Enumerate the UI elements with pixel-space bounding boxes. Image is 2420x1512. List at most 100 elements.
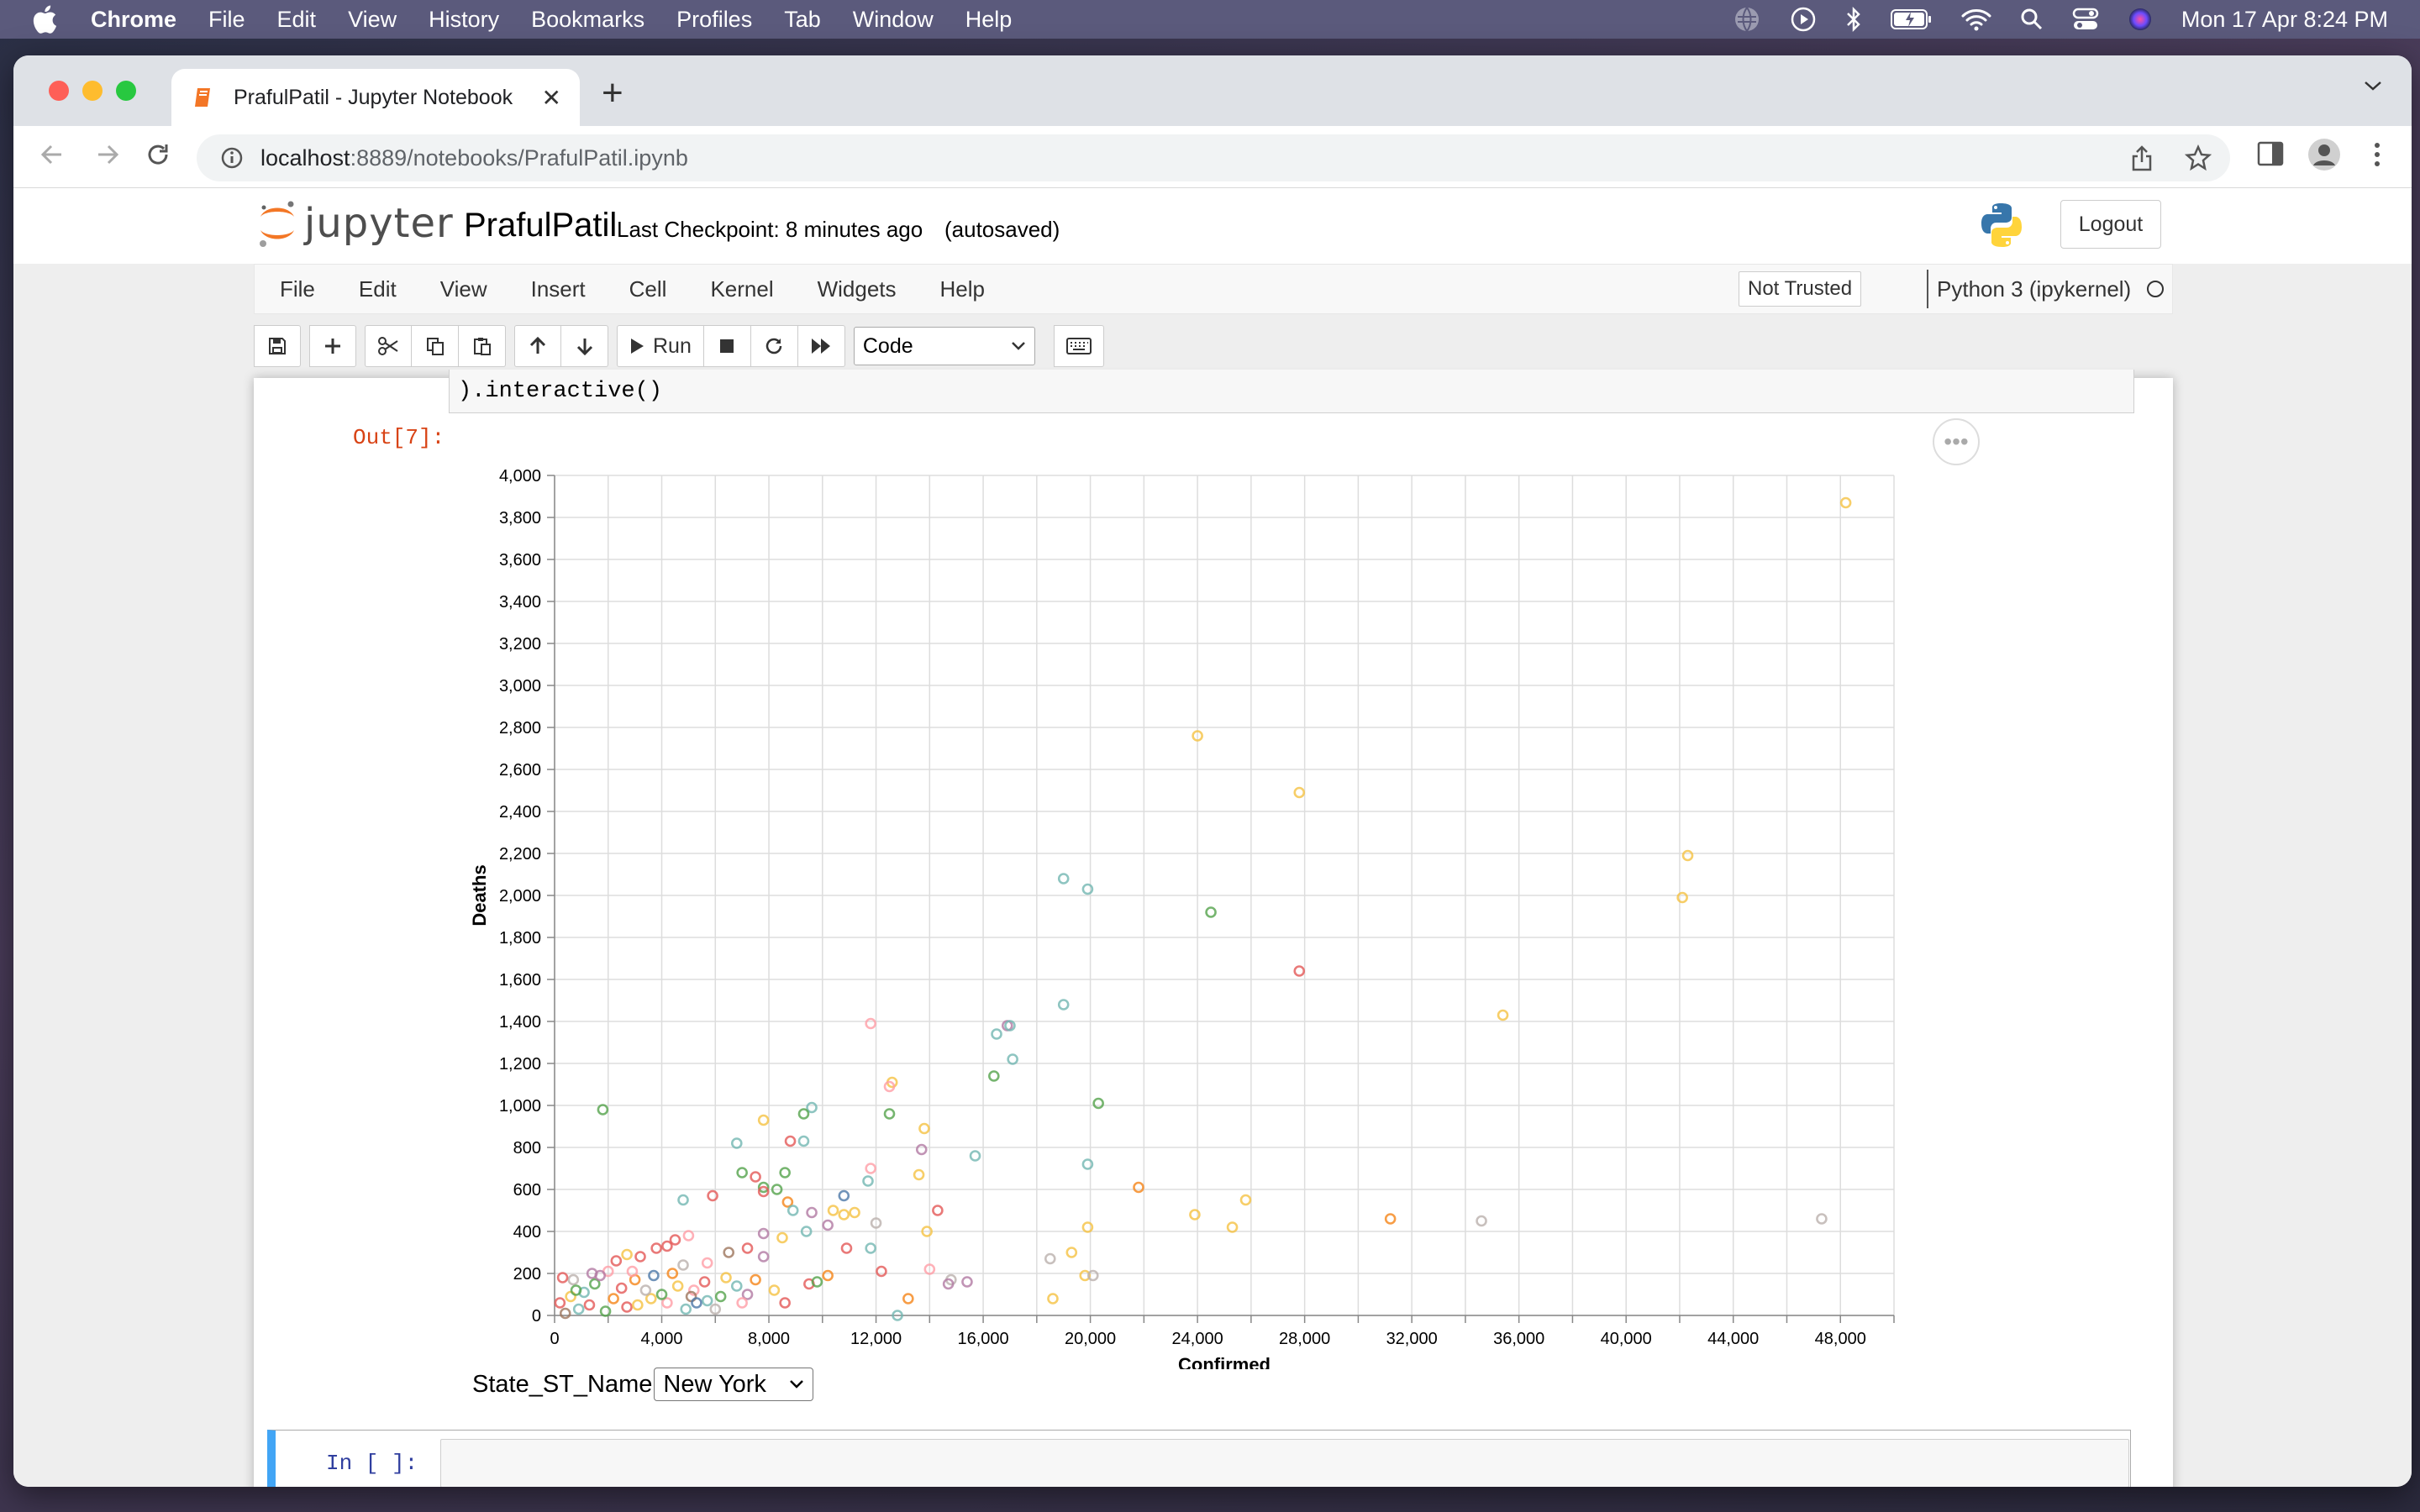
scatter-point[interactable]: [757, 1114, 770, 1126]
scatter-point[interactable]: [865, 1017, 876, 1030]
new-tab-icon[interactable]: +: [602, 72, 623, 113]
scatter-point[interactable]: [923, 1263, 936, 1275]
scatter-point[interactable]: [797, 1135, 810, 1147]
scatter-point[interactable]: [1079, 1269, 1092, 1282]
scatter-point[interactable]: [556, 1272, 569, 1284]
window-maximize-button[interactable]: [116, 81, 136, 101]
scatter-point[interactable]: [666, 1268, 679, 1279]
scatter-point[interactable]: [1065, 1247, 1078, 1258]
scatter-point[interactable]: [1192, 730, 1203, 742]
side-panel-icon[interactable]: [2257, 141, 2284, 166]
scatter-point[interactable]: [1092, 1097, 1104, 1110]
scatter-point[interactable]: [865, 1242, 876, 1254]
scatter-point[interactable]: [1007, 1053, 1018, 1065]
share-icon[interactable]: [2131, 144, 2153, 171]
insert-cell-plus-icon[interactable]: [309, 325, 356, 367]
move-up-arrow-icon[interactable]: [514, 325, 561, 367]
scatter-point[interactable]: [961, 1276, 973, 1288]
notebook-name[interactable]: PrafulPatil: [464, 207, 618, 244]
scatter-point[interactable]: [797, 1108, 810, 1120]
scatter-point[interactable]: [1497, 1009, 1509, 1021]
back-arrow-icon[interactable]: [39, 141, 66, 168]
forward-arrow-icon[interactable]: [94, 141, 121, 168]
scatter-point[interactable]: [559, 1307, 571, 1320]
nb-menu-file[interactable]: File: [280, 276, 315, 302]
scatter-point[interactable]: [1133, 1181, 1144, 1194]
scatter-point[interactable]: [1384, 1213, 1397, 1225]
scatter-point[interactable]: [650, 1242, 662, 1254]
scatter-point[interactable]: [757, 1251, 770, 1263]
search-icon[interactable]: [2020, 8, 2044, 31]
scatter-point[interactable]: [589, 1278, 601, 1290]
scatter-point[interactable]: [913, 1168, 925, 1181]
scatter-point[interactable]: [1681, 849, 1694, 862]
scatter-point[interactable]: [849, 1206, 860, 1219]
interrupt-stop-icon[interactable]: [703, 325, 751, 367]
battery-icon[interactable]: [1890, 8, 1933, 30]
scatter-point[interactable]: [822, 1219, 834, 1231]
scatter-point[interactable]: [707, 1189, 718, 1202]
scatter-point[interactable]: [669, 1234, 681, 1246]
nb-menu-help[interactable]: Help: [939, 276, 985, 302]
wifi-icon[interactable]: [1961, 8, 1991, 31]
scatter-point[interactable]: [615, 1282, 628, 1294]
scatter-point[interactable]: [621, 1248, 633, 1261]
scatter-point[interactable]: [594, 1269, 606, 1282]
scatter-point[interactable]: [779, 1167, 791, 1179]
profile-avatar-icon[interactable]: [2307, 138, 2341, 171]
scatter-point[interactable]: [811, 1276, 823, 1288]
bookmark-star-icon[interactable]: [2185, 144, 2212, 171]
browser-tab[interactable]: PrafulPatil - Jupyter Notebook ✕: [171, 69, 580, 126]
scatter-point[interactable]: [876, 1265, 887, 1278]
scatter-point[interactable]: [661, 1297, 673, 1309]
scatter-point[interactable]: [632, 1299, 644, 1311]
scatter-point[interactable]: [921, 1226, 933, 1237]
scatter-point[interactable]: [969, 1150, 981, 1162]
scatter-point[interactable]: [691, 1297, 702, 1309]
scatter-point[interactable]: [800, 1226, 813, 1237]
menu-view[interactable]: View: [348, 6, 397, 32]
scatter-point[interactable]: [988, 1070, 1000, 1082]
scatter-point[interactable]: [1081, 1158, 1094, 1170]
save-icon[interactable]: [254, 325, 301, 367]
kernel-name[interactable]: Python 3 (ipykernel): [1927, 270, 2131, 308]
scatter-point[interactable]: [1044, 1252, 1056, 1265]
tab-search-chevron-icon[interactable]: [2363, 79, 2383, 97]
restart-kernel-icon[interactable]: [750, 325, 798, 367]
scatter-point[interactable]: [1086, 1269, 1099, 1282]
keyboard-shortcuts-icon[interactable]: [1053, 325, 1104, 367]
scatter-point[interactable]: [671, 1280, 684, 1292]
logout-button[interactable]: Logout: [2060, 200, 2161, 249]
scatter-point[interactable]: [865, 1163, 876, 1174]
vpn-globe-icon[interactable]: [1733, 5, 1761, 34]
scatter-point[interactable]: [1676, 891, 1688, 904]
chart-actions-menu-icon[interactable]: •••: [1933, 418, 1980, 465]
window-minimize-button[interactable]: [82, 81, 103, 101]
menu-bookmarks[interactable]: Bookmarks: [531, 6, 645, 32]
menu-file[interactable]: File: [208, 6, 245, 32]
scatter-point[interactable]: [677, 1259, 689, 1271]
menu-tab[interactable]: Tab: [784, 6, 821, 32]
scatter-point[interactable]: [822, 1269, 834, 1282]
tab-close-icon[interactable]: ✕: [541, 84, 561, 111]
menubar-clock[interactable]: Mon 17 Apr 8:24 PM: [2181, 6, 2388, 32]
scatter-point[interactable]: [621, 1301, 633, 1313]
scatter-point[interactable]: [1057, 999, 1070, 1011]
scatter-point[interactable]: [784, 1135, 797, 1147]
scatter-point[interactable]: [626, 1265, 639, 1278]
scatter-point[interactable]: [736, 1167, 748, 1179]
scatter-point[interactable]: [750, 1171, 761, 1183]
menu-window[interactable]: Window: [852, 6, 934, 32]
scatter-point[interactable]: [687, 1284, 700, 1296]
scatter-point[interactable]: [741, 1289, 754, 1300]
scatter-point[interactable]: [736, 1297, 748, 1309]
scatter-point[interactable]: [730, 1137, 743, 1149]
scatter-point[interactable]: [757, 1181, 770, 1194]
scatter-point[interactable]: [634, 1251, 646, 1263]
nb-menu-insert[interactable]: Insert: [530, 276, 586, 302]
scatter-point[interactable]: [776, 1231, 788, 1244]
scatter-point[interactable]: [991, 1028, 1002, 1040]
reload-icon[interactable]: [145, 141, 171, 168]
scatter-point[interactable]: [1476, 1215, 1487, 1227]
scatter-point[interactable]: [757, 1185, 770, 1198]
